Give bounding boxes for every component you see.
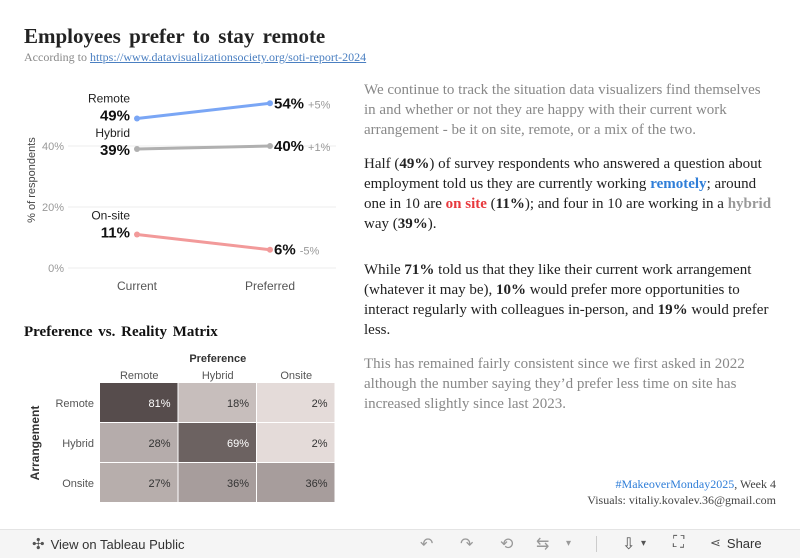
credit: #MakeoverMonday2025, Week 4 Visuals: vit… [587,477,776,507]
paragraph-intro: We continue to track the situation data … [364,82,761,138]
remote-highlight: remotely [650,176,707,192]
heatmap-cell-label: 18% [227,398,249,410]
revert-icon[interactable]: ⟲ [500,536,514,553]
stat-hybrid-current: 39% [397,216,428,232]
heatmap-cell [178,463,256,502]
heatmap-cell-label: 36% [305,478,327,490]
data-point [134,146,140,153]
matrix-title: Preference vs. Reality Matrix [24,324,218,340]
heatmap-row-label: Onsite [62,478,94,490]
heatmap-cell-label: 2% [312,398,328,410]
slope-chart: 0% 20% 40% % of respondents Current Preferred… [26,92,336,293]
heatmap-cell-label: 36% [227,478,249,490]
x-tick-label: Preferred [245,279,295,293]
end-value-label: 6% -5% [274,242,319,259]
download-icon[interactable]: ⇩ [622,536,636,553]
heatmap-row-label: Hybrid [62,438,94,450]
heatmap-y-axis-title: Arrangement [28,406,42,481]
subtitle-prefix: According to [24,50,87,64]
share-label: Share [726,535,762,551]
heatmap-cell [178,383,256,422]
share-button[interactable]: ⋖ Share [710,535,762,551]
data-point [267,143,273,149]
series-line [136,144,271,151]
stat-less: 19% [657,302,688,318]
onsite-highlight: on site [445,196,487,212]
source-link[interactable]: https://www.datavisualizationsociety.org… [89,50,367,64]
start-value-label: 11% [101,224,130,241]
tableau-toolbar: ✣ View on Tableau Public ↶ ↷ ⟲ ⇆ ▾ ⇩ ▾ ⛶… [0,529,800,558]
view-on-tableau-label: View on Tableau Public [50,536,185,552]
toolbar-divider [596,536,597,552]
heatmap-cell-label: 28% [148,438,170,450]
paragraph-half: Half (49%) of survey respondents who ans… [364,156,772,232]
stat-remote-current: 49% [399,156,430,172]
data-point [134,115,140,122]
heatmap-cell [100,423,178,462]
hashtag-link[interactable]: #MakeoverMonday2025 [615,477,735,491]
data-point [267,100,273,107]
series-line [136,232,271,252]
download-dropdown-icon[interactable]: ▾ [641,538,647,549]
heatmap-row-label: Remote [55,398,94,410]
data-point [134,231,140,238]
refresh-dropdown-icon[interactable]: ▾ [566,538,572,549]
heatmap-cell [257,383,335,422]
heatmap-chart: Preference Remote Hybrid Onsite Arrangement R… [28,353,335,502]
change-label: -5% [300,246,320,258]
heatmap-cell [257,463,335,502]
series-name-label: Remote [88,92,130,106]
view-on-tableau-button[interactable]: ✣ View on Tableau Public [32,535,185,553]
data-point [267,246,273,253]
refresh-icon[interactable]: ⇆ [536,536,550,553]
heatmap-cell [178,423,256,462]
hybrid-highlight: hybrid [727,196,772,212]
heatmap-cell [100,383,178,422]
y-tick-label: 40% [42,141,64,153]
heatmap-column-label: Hybrid [202,370,234,382]
y-tick-label: 0% [48,263,64,275]
heatmap-cell [257,423,335,462]
tableau-logo-icon: ✣ [32,536,45,553]
heatmap-cell-label: 2% [312,438,328,450]
x-tick-label: Current [117,279,158,293]
redo-icon[interactable]: ↷ [460,536,474,553]
undo-icon[interactable]: ↶ [420,536,434,553]
y-tick-label: 20% [42,202,64,214]
heatmap-cell-label: 69% [227,438,249,450]
heatmap-x-axis-title: Preference [189,353,246,365]
paragraph-consistency: This has remained fairly consistent sinc… [364,356,745,412]
series-name-label: On-site [91,208,130,222]
start-value-label: 49% [100,108,130,125]
change-label: +1% [308,142,331,154]
stat-more: 10% [496,282,527,298]
series-line [136,101,271,121]
fullscreen-icon[interactable]: ⛶ [673,534,685,551]
end-value-label: 54% +5% [274,95,331,112]
heatmap-column-label: Onsite [280,370,312,382]
paragraph-satisfaction: While 71% told us that they like their c… [364,262,769,338]
subtitle: According to https://www.datavisualizati… [24,50,366,65]
heatmap-cell-label: 27% [148,478,170,490]
page-title: Employees prefer to stay remote [24,24,326,48]
series-name-label: Hybrid [95,126,130,140]
y-axis-label: % of respondents [26,137,38,223]
heatmap-cell [100,463,178,502]
narrative-text: We continue to track the situation data … [364,80,774,428]
change-label: +5% [308,99,331,111]
visuals-credit: Visuals: vitaliy.kovalev.36@gmail.com [587,493,776,507]
heatmap-column-label: Remote [120,370,159,382]
stat-onsite-current: 11% [495,196,525,212]
heatmap-cell-label: 81% [148,398,170,410]
start-value-label: 39% [100,142,130,159]
end-value-label: 40% +1% [274,138,331,155]
share-icon: ⋖ [710,535,721,550]
stat-like: 71% [404,262,435,278]
